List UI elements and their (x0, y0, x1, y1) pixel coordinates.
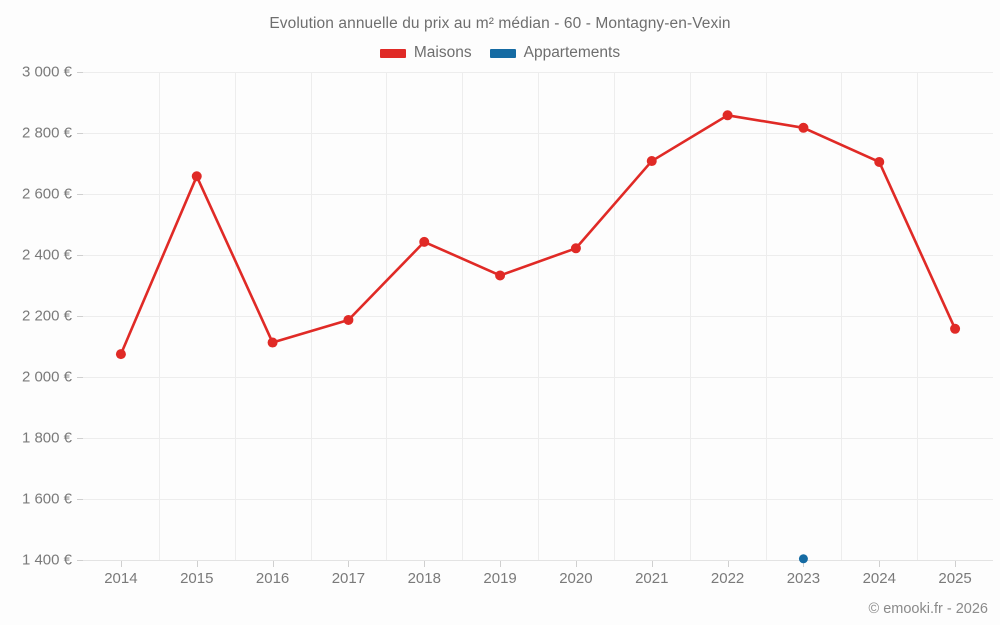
x-axis-tick-mark (272, 560, 274, 567)
x-axis-tick-mark (879, 560, 881, 567)
y-axis-tick-label: 2 400 € (21, 246, 72, 264)
y-axis-tick-mark (77, 438, 83, 439)
gridline-vertical (765, 72, 767, 560)
y-axis-tick-mark (77, 133, 83, 134)
y-axis-tick-label: 1 600 € (21, 490, 72, 508)
gridline-vertical (462, 72, 464, 560)
y-axis-tick-mark (77, 72, 83, 73)
y-axis-tick-mark (77, 560, 83, 561)
x-axis-tick-mark (424, 560, 426, 567)
x-axis-tick-mark (348, 560, 350, 567)
gridline-vertical (234, 72, 236, 560)
gridline-vertical (310, 72, 312, 560)
legend-item-appartements[interactable]: Appartements (489, 44, 621, 62)
y-axis-tick-label: 2 800 € (21, 124, 72, 142)
y-axis-tick-label: 2 200 € (21, 307, 72, 325)
x-axis-tick-label: 2024 (862, 570, 896, 587)
x-axis-tick-label: 2025 (938, 570, 972, 587)
gridline-vertical (917, 72, 919, 560)
y-axis-tick-label: 2 000 € (21, 368, 72, 386)
legend-label-appartements: Appartements (523, 44, 621, 61)
x-axis-tick-label: 2022 (710, 570, 745, 587)
x-axis-tick-mark (727, 560, 729, 567)
gridline-vertical (841, 72, 843, 560)
x-axis-tick-label: 2021 (635, 570, 669, 587)
y-axis-tick-label: 3 000 € (21, 63, 72, 81)
x-axis-tick-mark (500, 560, 502, 567)
x-axis-tick-mark (955, 560, 957, 567)
y-axis-tick-mark (77, 499, 83, 500)
y-axis-tick-label: 2 600 € (21, 185, 72, 203)
x-axis-tick-mark (651, 560, 653, 567)
plot-area (83, 72, 993, 561)
x-axis-tick-mark (196, 560, 198, 567)
footer-credit: © emooki.fr - 2026 (868, 601, 988, 617)
legend-label-maisons: Maisons (413, 44, 472, 61)
gridline-vertical (386, 72, 388, 560)
x-axis-tick-mark (575, 560, 577, 567)
x-axis-tick-label: 2017 (331, 570, 366, 587)
x-axis-tick-mark (120, 560, 122, 567)
x-axis-baseline (83, 560, 993, 561)
x-axis-tick-label: 2020 (559, 570, 593, 587)
y-axis-tick-label: 1 400 € (21, 551, 72, 569)
legend-swatch-maisons (379, 48, 406, 58)
y-axis-tick-mark (77, 194, 83, 195)
legend-swatch-appartements (489, 48, 516, 58)
x-axis-tick-label: 2016 (255, 570, 290, 587)
gridline-vertical (613, 72, 615, 560)
x-axis-tick-label: 2019 (483, 570, 517, 587)
chart-legend: Maisons Appartements (0, 44, 1000, 62)
x-axis-tick-label: 2018 (407, 570, 441, 587)
chart-title: Evolution annuelle du prix au m² médian … (269, 15, 731, 32)
y-axis-tick-label: 1 800 € (21, 429, 72, 447)
gridline-vertical (689, 72, 691, 560)
x-axis-tick-label: 2023 (786, 570, 821, 587)
gridline-vertical (158, 72, 160, 560)
x-axis-tick-label: 2014 (104, 570, 138, 587)
y-axis-tick-mark (77, 316, 83, 317)
gridline-vertical (538, 72, 539, 560)
y-axis-tick-mark (77, 377, 83, 378)
x-axis-tick-label: 2015 (180, 570, 214, 587)
y-axis-tick-mark (77, 255, 83, 256)
x-axis-tick-mark (803, 560, 805, 567)
legend-item-maisons[interactable]: Maisons (379, 44, 472, 62)
